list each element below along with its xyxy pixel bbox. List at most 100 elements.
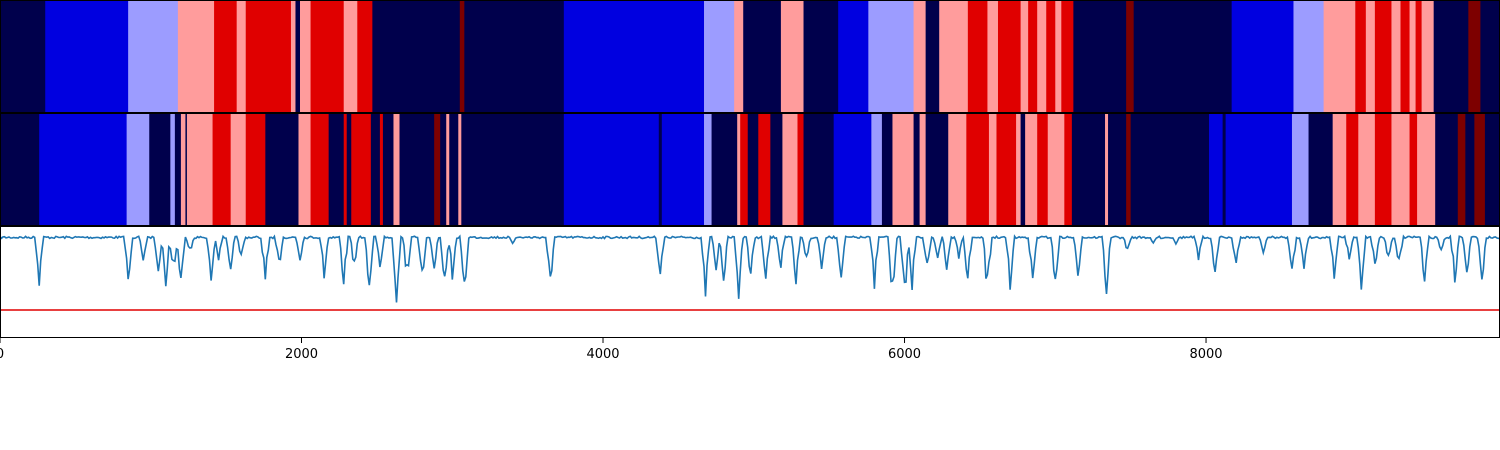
track-2-segment bbox=[212, 113, 232, 226]
track-2-segment bbox=[1465, 113, 1475, 226]
track-1-segment bbox=[780, 0, 804, 113]
track-1-segment bbox=[1421, 0, 1435, 113]
track-2-segment bbox=[892, 113, 898, 226]
track-1-segment bbox=[838, 0, 869, 113]
track-1-segment bbox=[997, 0, 1021, 113]
state-track-1 bbox=[0, 0, 1500, 113]
track-2-segment bbox=[328, 113, 345, 226]
track-2-segment bbox=[658, 113, 663, 226]
track-2-segment bbox=[440, 113, 447, 226]
track-1-segment bbox=[1433, 0, 1469, 113]
track-2-segment bbox=[298, 113, 311, 226]
x-tick-label: 8000 bbox=[1189, 347, 1222, 362]
track-1-segment bbox=[1415, 0, 1423, 113]
track-2-segment bbox=[382, 113, 394, 226]
track-2-segment bbox=[1457, 113, 1466, 226]
track-2-segment bbox=[988, 113, 997, 226]
track-1-segment bbox=[1374, 0, 1392, 113]
track-1-segment bbox=[1293, 0, 1325, 113]
track-2-segment bbox=[704, 113, 712, 226]
track-2-segment bbox=[913, 113, 920, 226]
track-2-segment bbox=[174, 113, 182, 226]
track-2-segment bbox=[881, 113, 893, 226]
track-1-segment bbox=[925, 0, 940, 113]
track-2-segment bbox=[747, 113, 759, 226]
track-1-segment bbox=[459, 0, 465, 113]
track-1-segment bbox=[1020, 0, 1029, 113]
track-1-segment bbox=[1126, 0, 1135, 113]
track-2-segment bbox=[1222, 113, 1227, 226]
signal-line bbox=[0, 234, 1500, 303]
track-1-segment bbox=[743, 0, 782, 113]
track-2-segment bbox=[1225, 113, 1293, 226]
track-1-segment bbox=[245, 0, 292, 113]
track-2-segment bbox=[661, 113, 705, 226]
track-2-segment bbox=[770, 113, 783, 226]
track-2-segment bbox=[1016, 113, 1021, 226]
track-1-segment bbox=[1133, 0, 1233, 113]
track-2-segment bbox=[449, 113, 459, 226]
x-axis: 0 2000 4000 6000 8000 bbox=[0, 338, 1223, 362]
track-1-segment bbox=[300, 0, 311, 113]
track-2-segment bbox=[170, 113, 176, 226]
track-2-segment bbox=[230, 113, 247, 226]
track-1-segment bbox=[45, 0, 129, 113]
track-2-segment bbox=[1374, 113, 1392, 226]
track-2-segment bbox=[1108, 113, 1127, 226]
track-1-segment bbox=[1323, 0, 1356, 113]
track-1-segment bbox=[967, 0, 988, 113]
signal-panel bbox=[0, 226, 1500, 338]
track-1-segment bbox=[913, 0, 927, 113]
track-1-segment bbox=[343, 0, 358, 113]
track-2-segment bbox=[803, 113, 835, 226]
track-1-segment bbox=[1365, 0, 1376, 113]
track-2-segment bbox=[711, 113, 738, 226]
track-1-segment bbox=[987, 0, 999, 113]
track-1-segment bbox=[1073, 0, 1127, 113]
track-2-segment bbox=[310, 113, 330, 226]
track-2-segment bbox=[393, 113, 400, 226]
state-track-2 bbox=[0, 113, 1500, 226]
track-2-segment bbox=[434, 113, 441, 226]
track-2-segment bbox=[186, 113, 213, 226]
track-2-segment bbox=[1484, 113, 1500, 226]
track-2-segment bbox=[948, 113, 967, 226]
track-1-segment bbox=[734, 0, 744, 113]
track-2-segment bbox=[351, 113, 372, 226]
track-2-segment bbox=[1037, 113, 1049, 226]
track-2-segment bbox=[1435, 113, 1459, 226]
track-2-segment bbox=[797, 113, 804, 226]
track-1-segment bbox=[939, 0, 969, 113]
x-tick-label: 2000 bbox=[285, 347, 318, 362]
track-1-segment bbox=[1480, 0, 1500, 113]
track-1-segment bbox=[1046, 0, 1056, 113]
track-2-segment bbox=[896, 113, 914, 226]
track-2-segment bbox=[919, 113, 927, 226]
track-1-segment bbox=[372, 0, 461, 113]
track-2-segment bbox=[126, 113, 150, 226]
track-1-segment bbox=[1028, 0, 1038, 113]
track-2-segment bbox=[563, 113, 660, 226]
track-1-segment bbox=[214, 0, 238, 113]
x-tick-label: 6000 bbox=[888, 347, 921, 362]
track-2-segment bbox=[1291, 113, 1309, 226]
track-2-segment bbox=[925, 113, 949, 226]
track-1-segment bbox=[1061, 0, 1074, 113]
track-1-segment bbox=[295, 0, 301, 113]
track-2-segment bbox=[1071, 113, 1106, 226]
track-1-segment bbox=[704, 0, 735, 113]
track-2-segment bbox=[265, 113, 299, 226]
track-1-segment bbox=[357, 0, 373, 113]
track-1-segment bbox=[310, 0, 345, 113]
track-2-segment bbox=[871, 113, 883, 226]
track-2-segment bbox=[1358, 113, 1376, 226]
track-2-segment bbox=[245, 113, 266, 226]
track-2-segment bbox=[343, 113, 348, 226]
track-2-segment bbox=[446, 113, 450, 226]
track-2-segment bbox=[149, 113, 171, 226]
track-2-segment bbox=[782, 113, 798, 226]
track-1-segment bbox=[177, 0, 215, 113]
track-2-segment bbox=[758, 113, 771, 226]
track-2-segment bbox=[1105, 113, 1109, 226]
